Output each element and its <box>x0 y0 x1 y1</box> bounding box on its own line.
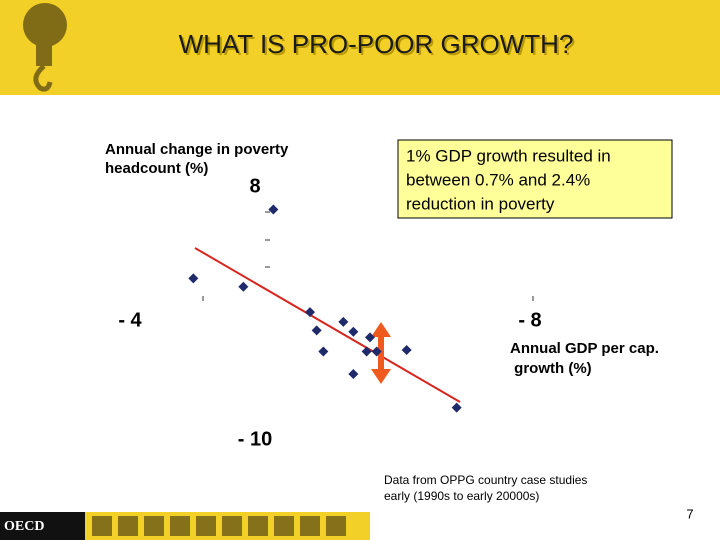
note-text: between 0.7% and 2.4% <box>406 170 590 189</box>
title-shadow: WHAT IS PRO-POOR GROWTH? <box>181 31 576 61</box>
data-point <box>238 281 249 292</box>
trend-line <box>194 247 461 403</box>
footer-icons <box>92 516 346 536</box>
data-point <box>451 402 462 413</box>
note-text: 1% GDP growth resulted in <box>406 146 611 165</box>
header-band <box>0 0 720 95</box>
y-tick-label: 8 <box>249 175 260 197</box>
range-arrow <box>371 322 391 384</box>
data-point <box>361 346 372 357</box>
source-text: Data from OPPG country case studies <box>384 473 587 487</box>
data-point <box>348 368 359 379</box>
title: WHAT IS PRO-POOR GROWTH? <box>179 29 574 59</box>
x-tick-label: - 8 <box>518 309 541 331</box>
axis-dashes <box>202 211 534 301</box>
data-point <box>401 345 412 356</box>
data-point <box>348 326 359 337</box>
source-text: early (1990s to early 20000s) <box>384 489 539 503</box>
data-point <box>371 346 382 357</box>
data-point <box>365 332 375 343</box>
x-axis-label: growth (%) <box>510 360 592 377</box>
logo-bg <box>0 512 85 540</box>
data-point <box>188 273 199 284</box>
logo: OECD <box>4 519 44 534</box>
data-point <box>305 307 315 318</box>
y-axis-label: Annual change in poverty <box>105 141 289 158</box>
data-point <box>318 346 329 357</box>
note-text: reduction in poverty <box>406 194 555 213</box>
x-tick-label: - 4 <box>118 309 142 331</box>
y-tick-label: - 10 <box>238 428 272 450</box>
pulley-image <box>23 3 67 92</box>
data-point <box>311 325 322 336</box>
y-axis-label: headcount (%) <box>105 160 208 177</box>
note-box <box>397 139 673 219</box>
data-point <box>268 204 279 215</box>
data-point <box>338 316 349 327</box>
page-number: 7 <box>686 506 693 521</box>
x-axis-label: Annual GDP per cap. <box>510 340 659 357</box>
